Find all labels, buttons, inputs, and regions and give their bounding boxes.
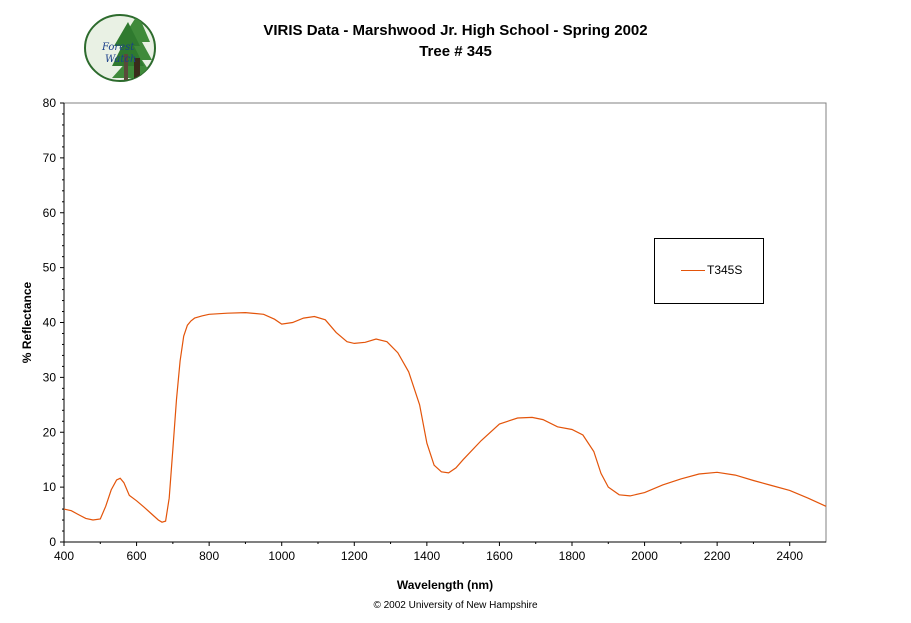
y-tick-label: 0 <box>49 535 56 549</box>
y-tick-label: 80 <box>43 96 57 110</box>
x-tick-label: 1800 <box>559 549 586 563</box>
x-tick-group: 400 600 800 1000 1200 1400 1600 1800 2000 2200 240… <box>54 542 803 563</box>
series-line-t345s <box>63 311 827 523</box>
x-tick-label: 600 <box>127 549 147 563</box>
x-tick-label: 2000 <box>631 549 658 563</box>
y-tick-label: 20 <box>43 425 57 439</box>
tree-icon <box>112 15 154 80</box>
x-tick-label: 800 <box>199 549 219 563</box>
y-tick-label: 70 <box>43 151 57 165</box>
x-axis-label: Wavelength (nm) <box>397 578 493 592</box>
x-tick-label: 1200 <box>341 549 368 563</box>
x-tick-label: 1400 <box>414 549 441 563</box>
x-tick-label: 1600 <box>486 549 513 563</box>
copyright-notice: © 2002 University of New Hampshire <box>373 600 538 611</box>
legend-label-t345s: T345S <box>707 263 743 277</box>
y-axis-label: % Reflectance <box>20 281 34 363</box>
logo-text-watch: Watch <box>105 54 136 65</box>
x-tick-label: 400 <box>54 549 74 563</box>
chart-title: VIRIS Data - Marshwood Jr. High School -… <box>263 22 648 39</box>
y-tick-label: 30 <box>43 370 57 384</box>
legend-swatch-t345s <box>681 270 705 271</box>
legend: T345S <box>654 238 764 304</box>
y-tick-label: 40 <box>43 316 57 330</box>
y-tick-label: 10 <box>43 480 57 494</box>
forest-watch-logo: Forest Watch <box>84 14 156 82</box>
y-tick-label: 60 <box>43 206 57 220</box>
y-tick-group: 0 10 20 30 40 50 60 70 80 <box>43 96 64 549</box>
x-tick-label: 1000 <box>268 549 295 563</box>
chart-subtitle: Tree # 345 <box>419 43 492 60</box>
plot-area <box>63 102 827 543</box>
x-tick-label: 2200 <box>704 549 731 563</box>
x-tick-label: 2400 <box>776 549 803 563</box>
logo-text-forest: Forest <box>101 42 135 53</box>
y-tick-label: 50 <box>43 261 57 275</box>
